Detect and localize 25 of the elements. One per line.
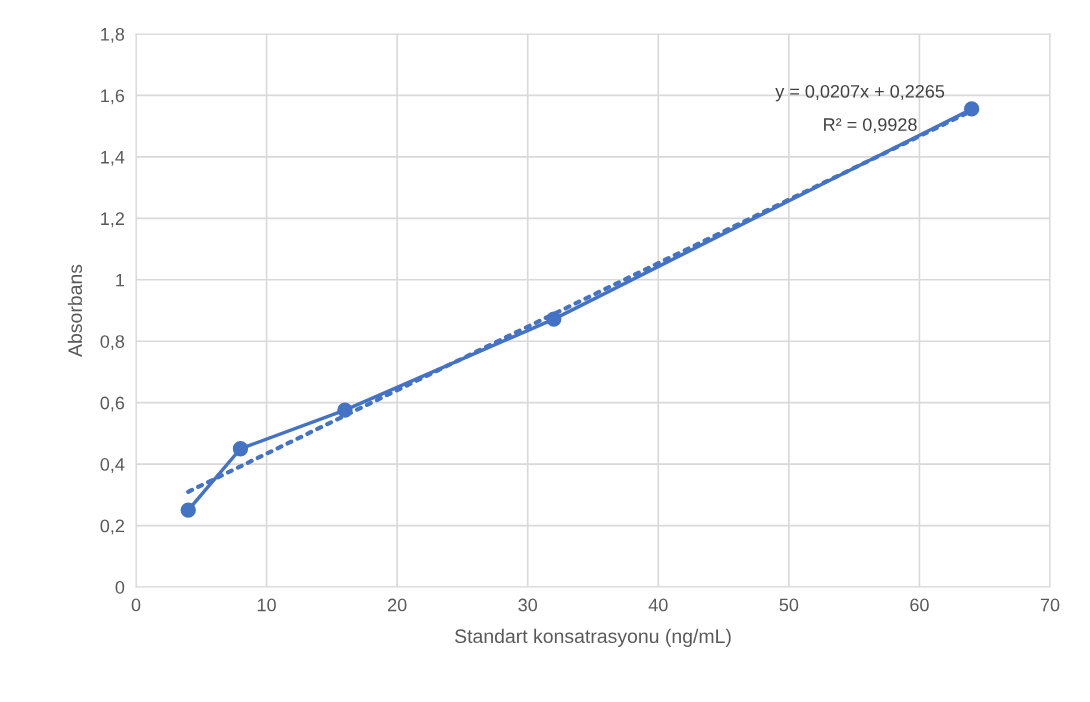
- x-tick-label: 0: [131, 598, 141, 612]
- y-tick-label: 0,2: [100, 519, 124, 535]
- y-tick-label: 1: [116, 273, 125, 287]
- x-tick-label: 10: [257, 598, 276, 612]
- y-tick-label: 0,6: [100, 396, 125, 412]
- x-tick-label: 70: [1040, 598, 1060, 612]
- y-tick-label: 1,6: [101, 89, 125, 105]
- y-axis-title: Absorbans: [67, 264, 83, 357]
- y-tick-label: 0,8: [100, 335, 125, 351]
- annotation: R² = 0,9928: [824, 118, 917, 134]
- y-tick-label: 0: [115, 580, 125, 594]
- x-axis-title: Standart konsatrasyonu (ng/mL): [455, 628, 731, 647]
- annotation: y = 0,0207x + 0,2265: [775, 84, 945, 102]
- y-tick-label: 0,4: [100, 458, 125, 473]
- x-tick-label: 20: [388, 598, 407, 612]
- x-tick-label: 30: [518, 598, 538, 612]
- x-tick-label: 60: [910, 598, 929, 612]
- y-tick-label: 1,4: [101, 151, 125, 166]
- y-tick-label: 1,8: [101, 27, 125, 43]
- x-tick-label: 50: [779, 598, 799, 612]
- point: [180, 502, 196, 518]
- x-tick-label: 40: [648, 598, 668, 612]
- point: [964, 101, 980, 117]
- y-tick-label: 1,2: [101, 212, 124, 228]
- point: [232, 441, 249, 457]
